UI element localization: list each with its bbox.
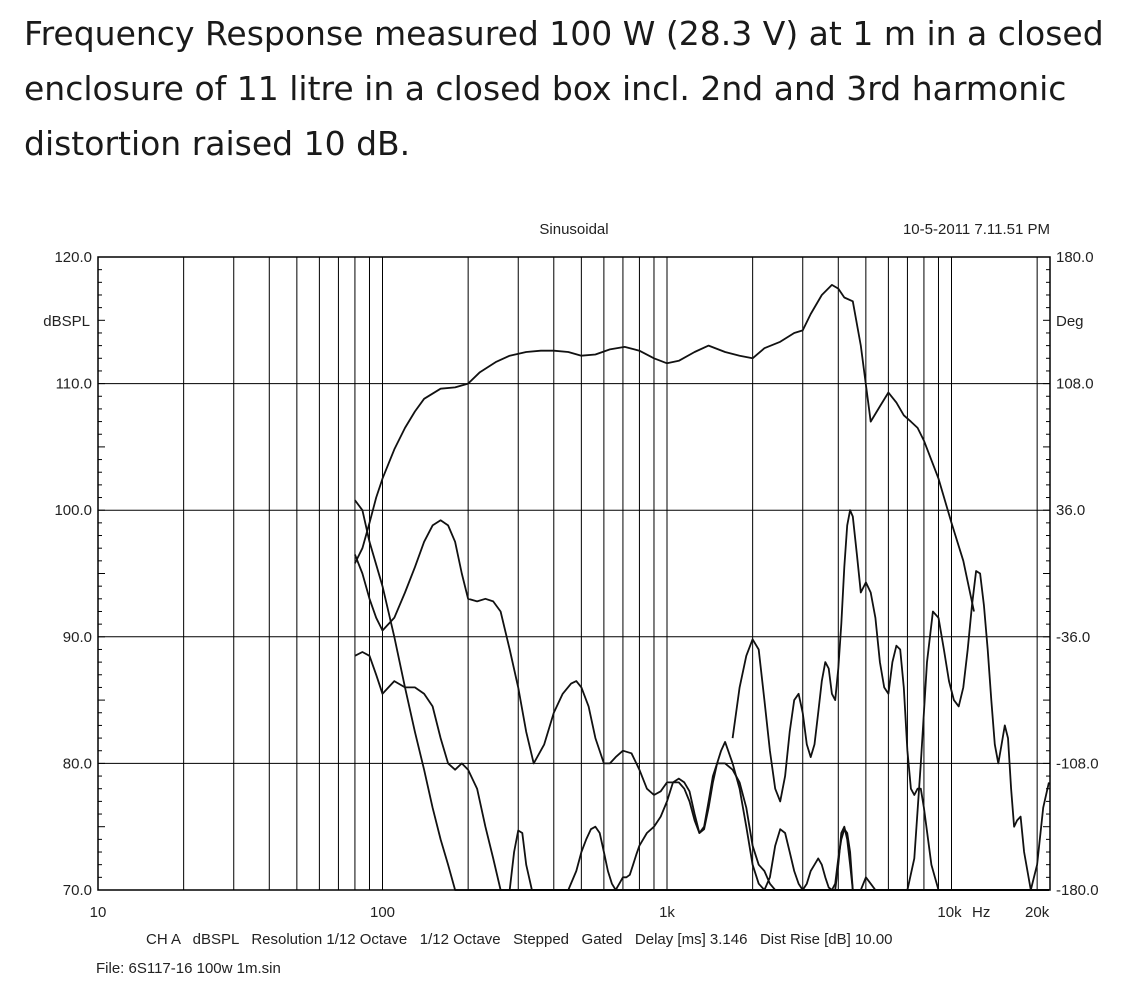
- y-tick-label: 90.0: [63, 629, 92, 646]
- file-label: File: 6S117-16 100w 1m.sin: [96, 960, 281, 977]
- x-unit-label: Hz: [972, 904, 990, 921]
- y-axis-label: dBSPL: [43, 313, 90, 330]
- y2-tick-label: -108.0: [1056, 755, 1099, 772]
- y2-axis-label: Deg: [1056, 313, 1084, 330]
- chart-title: Sinusoidal: [539, 221, 608, 238]
- y-tick-label: 110.0: [56, 376, 92, 393]
- series-line-1: [354, 284, 975, 612]
- chart-timestamp: 10-5-2011 7.11.51 PM: [903, 221, 1050, 238]
- x-tick-label: 10k: [937, 904, 962, 921]
- heading-line-2: enclosure of 11 litre in a closed box in…: [24, 69, 1067, 108]
- page-heading: Frequency Response measured 100 W (28.3 …: [24, 6, 1124, 171]
- chart-footer: CH A dBSPL Resolution 1/12 Octave 1/12 O…: [146, 931, 893, 948]
- y2-tick-label: -36.0: [1056, 629, 1090, 646]
- series-line-3: [354, 519, 1049, 891]
- series-line-4: [354, 651, 1049, 891]
- series-line-8: [789, 825, 889, 891]
- tick-marks: [98, 256, 1050, 891]
- y-tick-label: 100.0: [54, 502, 92, 519]
- x-tick-label: 1k: [659, 904, 675, 921]
- series-line-6: [731, 509, 1049, 891]
- grid-lines: [98, 257, 1050, 890]
- y-tick-label: 80.0: [63, 755, 92, 772]
- y-tick-label: 70.0: [63, 882, 92, 899]
- y2-tick-label: -180.0: [1056, 882, 1099, 899]
- y2-tick-label: 36.0: [1056, 502, 1085, 519]
- series-line-5: [508, 741, 1049, 891]
- series-line-7: [906, 570, 1050, 891]
- y2-tick-label: 108.0: [1056, 376, 1094, 393]
- axis-labels: 120.0 110.0 100.0 90.0 80.0 70.0 180.0 108.0 36.…: [54, 249, 1098, 921]
- series-layer: [354, 284, 1050, 891]
- y-tick-label: 120.0: [54, 249, 92, 266]
- heading-line-3: distortion raised 10 dB.: [24, 124, 411, 163]
- x-tick-label: 100: [370, 904, 395, 921]
- x-tick-label: 10: [90, 904, 107, 921]
- x-tick-label: 20k: [1025, 904, 1050, 921]
- heading-line-1: Frequency Response measured 100 W (28.3 …: [24, 14, 1104, 53]
- y2-tick-label: 180.0: [1056, 249, 1094, 266]
